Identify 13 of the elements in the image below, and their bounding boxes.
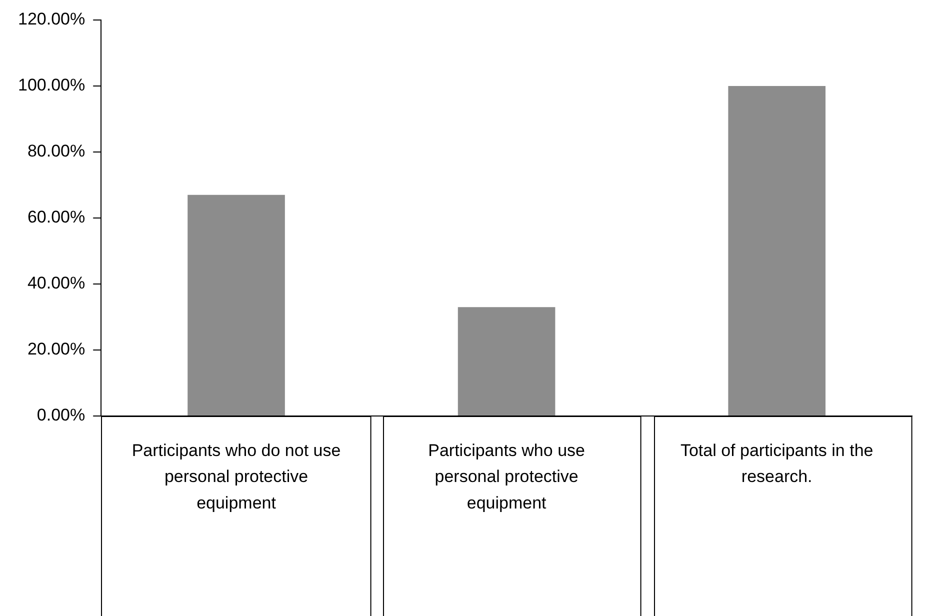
x-tick-label: Participants who use personal protective equipment xyxy=(428,440,585,513)
y-tick-label: 0.00% xyxy=(36,406,86,425)
bar xyxy=(458,307,556,416)
x-tick-label: Participants who do not use personal protective equipment xyxy=(132,440,341,513)
y-tick-label: 60.00% xyxy=(27,208,86,227)
y-tick-label: 80.00% xyxy=(27,142,86,161)
x-tick-label: Total of participants in the research. xyxy=(680,440,874,486)
y-tick-label: 100.00% xyxy=(18,76,86,95)
y-tick-label: 20.00% xyxy=(27,340,86,359)
bar xyxy=(728,86,826,416)
y-tick-label: 40.00% xyxy=(27,274,86,293)
bar xyxy=(188,194,285,416)
y-tick-label: 120.00% xyxy=(18,10,86,29)
